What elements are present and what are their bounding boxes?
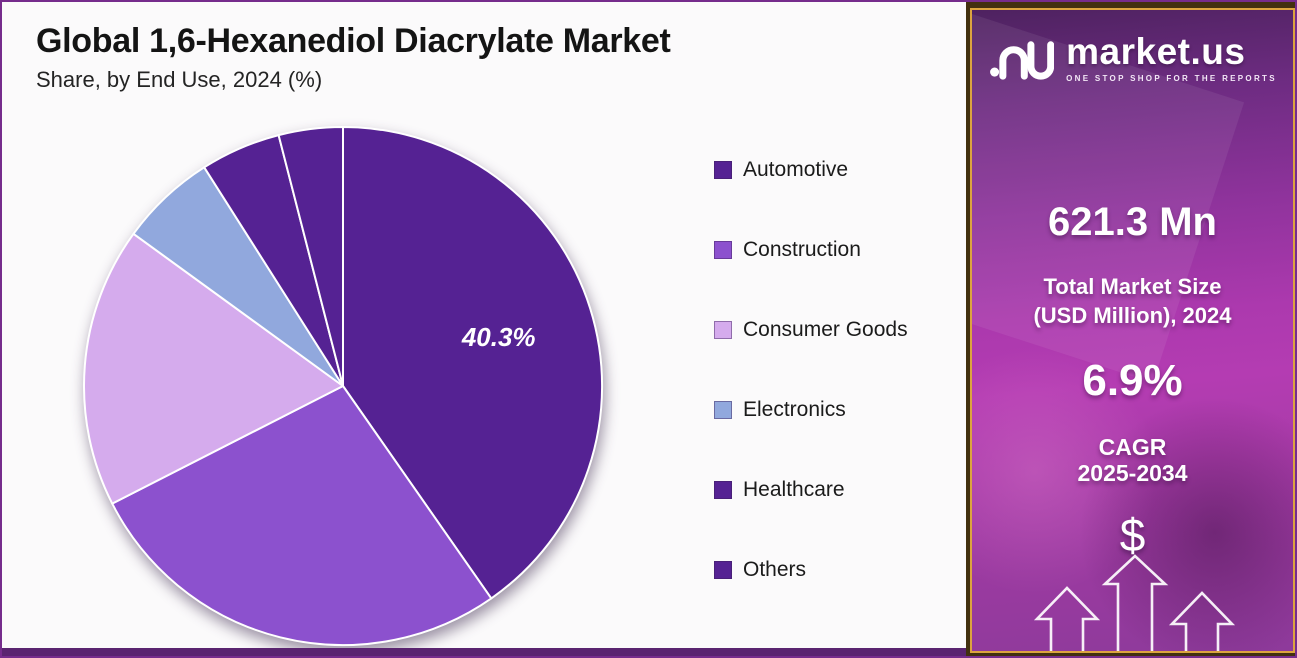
pie-slice-consumer-goods bbox=[83, 232, 344, 505]
legend-item-healthcare: Healthcare bbox=[714, 450, 908, 530]
pie-chart: 40.3% bbox=[83, 125, 604, 647]
growth-arrow-right-icon bbox=[1168, 591, 1236, 651]
sidebar-frame: market.us ONE STOP SHOP FOR THE REPORTS … bbox=[966, 2, 1295, 656]
legend-item-construction: Construction bbox=[714, 210, 908, 290]
pie-slice-construction bbox=[111, 385, 493, 647]
chart-legend: Automotive Construction Consumer Goods Elec… bbox=[714, 130, 908, 610]
brand-logo: market.us ONE STOP SHOP FOR THE REPORTS bbox=[972, 32, 1293, 84]
legend-item-consumer-goods: Consumer Goods bbox=[714, 290, 908, 370]
market-size-label-line1: Total Market Size bbox=[1043, 274, 1222, 299]
page-subtitle: Share, by End Use, 2024 (%) bbox=[36, 67, 323, 93]
growth-arrow-left-icon bbox=[1033, 586, 1101, 651]
logo-text-column: market.us ONE STOP SHOP FOR THE REPORTS bbox=[1066, 33, 1277, 83]
cagr-label-line2: 2025-2034 bbox=[1077, 460, 1188, 486]
dollar-icon: $ bbox=[1119, 509, 1146, 561]
bottom-border-bar bbox=[2, 648, 1295, 656]
market-us-logo-icon bbox=[990, 41, 1055, 80]
legend-swatch-icon bbox=[714, 401, 732, 419]
market-size-label: Total Market Size (USD Million), 2024 bbox=[972, 272, 1293, 330]
cagr-label: CAGR 2025-2034 bbox=[972, 434, 1293, 486]
pie-slice-label-automotive: 40.3% bbox=[461, 322, 536, 352]
pie-slice-automotive bbox=[342, 126, 604, 600]
legend-swatch-icon bbox=[714, 161, 732, 179]
legend-label: Consumer Goods bbox=[743, 318, 908, 341]
growth-arrow-middle-icon bbox=[1101, 554, 1169, 651]
cagr-value: 6.9% bbox=[1082, 356, 1183, 405]
growth-arrows-icon bbox=[1033, 554, 1236, 651]
market-size-value: 621.3 Mn bbox=[1048, 200, 1217, 244]
legend-item-others: Others bbox=[714, 530, 908, 610]
legend-label: Automotive bbox=[743, 158, 849, 181]
cagr-label-line1: CAGR bbox=[1098, 434, 1167, 460]
legend-item-electronics: Electronics bbox=[714, 370, 908, 450]
brand-sidebar: market.us ONE STOP SHOP FOR THE REPORTS … bbox=[970, 8, 1295, 653]
legend-label: Construction bbox=[743, 238, 861, 261]
legend-swatch-icon bbox=[714, 321, 732, 339]
legend-label: Electronics bbox=[743, 398, 846, 421]
page-title: Global 1,6-Hexanediol Diacrylate Market bbox=[36, 22, 671, 60]
legend-swatch-icon bbox=[714, 481, 732, 499]
legend-swatch-icon bbox=[714, 561, 732, 579]
title-block: Global 1,6-Hexanediol Diacrylate Market … bbox=[36, 22, 671, 93]
legend-swatch-icon bbox=[714, 241, 732, 259]
legend-label: Others bbox=[743, 558, 807, 581]
logo-tagline: ONE STOP SHOP FOR THE REPORTS bbox=[1066, 74, 1277, 83]
legend-item-automotive: Automotive bbox=[714, 130, 908, 210]
legend-label: Healthcare bbox=[743, 478, 845, 501]
pie-slice-others bbox=[277, 125, 344, 387]
market-size-label-line2: (USD Million), 2024 bbox=[1033, 303, 1232, 328]
logo-wordmark: market.us bbox=[1066, 31, 1246, 72]
